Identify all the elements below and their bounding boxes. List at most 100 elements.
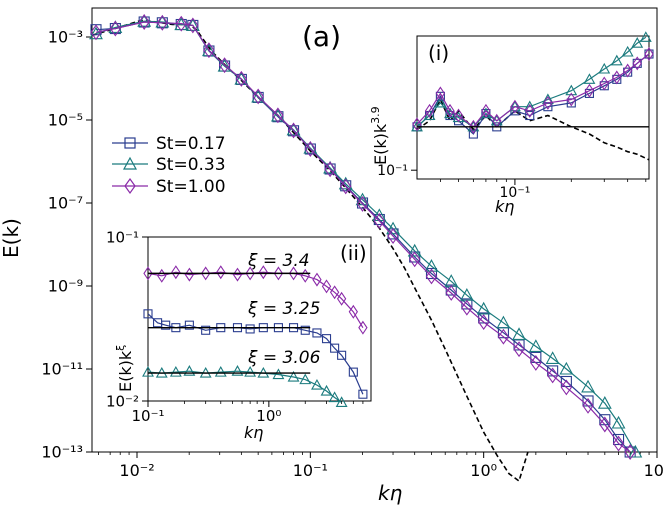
inset-i-y-exponent: 3.9 [369,106,382,124]
inset-ii-series-2-point-2 [169,365,182,377]
inset-i-series-3-point-3 [445,103,455,118]
inset-ii-series-1-point-13 [312,328,322,338]
inset-i-series-2-point-7 [490,114,503,126]
inset-ii-y-exponent: ξ [114,345,127,351]
main-series-3-point-24 [513,341,525,358]
main-series-3-point-28 [582,397,594,414]
inset-ii-series [142,265,368,407]
inset-i-series-2-point-15 [621,45,634,57]
inset-ii-series-2-point-15 [335,396,348,407]
inset-i-series-2-point-16 [631,37,644,48]
inset-ii-series-1-point-2 [161,320,171,330]
main-series-3-point-0 [90,24,102,41]
main-series-3-point-25 [530,354,542,371]
main-series [89,14,643,483]
inset-ii-series-0-point-2 [171,265,181,280]
main-series-2-point-12 [303,140,318,154]
main-series-3-point-10 [272,107,284,124]
legend-marker-square-icon [124,137,136,149]
inset-ii-panel-label: (ii) [340,241,367,265]
inset-ii-series-2-point-3 [183,365,196,376]
inset-ii-series-1-point-18 [358,389,368,399]
inset-i-series-3-point-12 [584,83,595,98]
main-series-2-point-24 [512,327,526,341]
main-series-3-point-6 [203,42,215,59]
main-y-tick-label-2: 10⁻⁷ [48,194,83,213]
inset-i-series-3-point-5 [468,119,479,134]
inset-ii-series-0-point-17 [358,320,368,335]
inset-ii-series-2-point-11 [299,373,312,385]
main-series-2-point-25 [528,339,543,352]
inset-i-series-3-point-0 [412,117,422,132]
main-series-3-point-14 [340,178,352,195]
main-series-3-point-29 [599,416,611,433]
main-series-3-point-17 [387,228,399,244]
inset-ii-series-1-point-5 [201,325,211,335]
inset-ii-series-2-point-0 [142,365,154,377]
main-series-3-point-21 [461,299,473,316]
inset-ii-series-0-point-4 [201,266,211,281]
inset-i-x-axis-label: kη [495,197,514,216]
main-series-3-point-15 [356,195,369,212]
inset-i-series-3-point-6 [481,103,491,118]
main-series-1-point-27 [560,375,572,388]
inset-i-series-3-point-9 [525,103,535,118]
inset-ii-y-axis-label: E(k)kξ [114,345,135,392]
main-series-3-point-2 [138,14,150,30]
main-series-3-point-8 [235,70,248,87]
inset-ii-y-tick-label-1: 10⁻² [106,392,139,410]
inset-ii-series-2-point-13 [320,384,333,396]
inset-ii-series-2-point-6 [231,365,244,376]
inset-ii-series-0-point-5 [216,265,226,280]
inset-i-series-3-point-17 [644,47,654,62]
main-series-2-point-30 [611,415,626,429]
inset-ii-series-1-point-4 [184,320,194,330]
main-series-3-point-18 [409,251,421,268]
main-series-3-point-7 [218,57,231,74]
inset-ii-series-0-point-7 [245,266,255,281]
legend-marker-diamond-icon [124,177,136,195]
inset-i-axes: 10⁻¹ 10⁻¹ (i) kη E(k)k3.9 [369,31,654,216]
inset-ii-series-0-point-13 [321,279,332,294]
inset-ii-series-0-point-14 [329,285,340,300]
inset-i-x-tick-label-0: 10⁻¹ [500,185,531,201]
main-series-3-point-23 [497,328,510,345]
main-series-3-point-19 [425,268,438,285]
main-x-tick-label-0: 10⁻² [119,461,154,480]
main-y-tick-label-1: 10⁻⁵ [48,111,83,130]
inset-ii-annotation-xi-325: ξ = 3.25 [247,299,320,319]
main-series-2-point-31 [628,444,643,458]
main-series-2-point-6 [202,43,216,57]
main-series-3-point-27 [560,379,573,396]
main-y-tick-label-3: 10⁻⁹ [48,277,83,296]
inset-ii-series-2-point-5 [214,365,227,377]
main-series-3-point-4 [175,15,187,32]
inset-i-series-2-point-1 [423,109,436,121]
main-series-2-point-10 [270,108,285,122]
inset-i-series-3-point-13 [599,76,609,91]
main-series-2-point-17 [386,221,400,235]
main-series-2-point-8 [234,71,249,85]
main-series-2-point-1 [108,20,123,33]
inset-ii-series-0-point-8 [258,265,268,280]
main-x-tick-label-3: 10¹ [644,461,665,480]
main-series-3-point-12 [304,141,317,157]
main-series-3-point-5 [187,17,199,34]
main-series-2-point-18 [407,243,422,257]
legend-label-st100: St=1.00 [156,177,226,197]
main-series-2-point-9 [251,89,266,103]
inset-ii-series-2-point-7 [244,365,257,377]
main-series-2-point-27 [559,361,574,375]
inset-i-series [411,31,654,161]
main-series-3-point-30 [612,435,625,452]
inset-i-series-2-point-12 [583,73,596,84]
inset-i-series-2-point-8 [508,100,521,112]
inset-ii-x-axis-label: kη [244,423,263,442]
inset-ii-series-0-point-16 [348,304,358,319]
main-series-3-point-22 [477,314,490,331]
main-series-2-point-7 [217,58,232,72]
main-y-axis-label: E(k) [0,218,23,258]
inset-i-ticks: 10⁻¹ 10⁻¹ [377,163,647,201]
